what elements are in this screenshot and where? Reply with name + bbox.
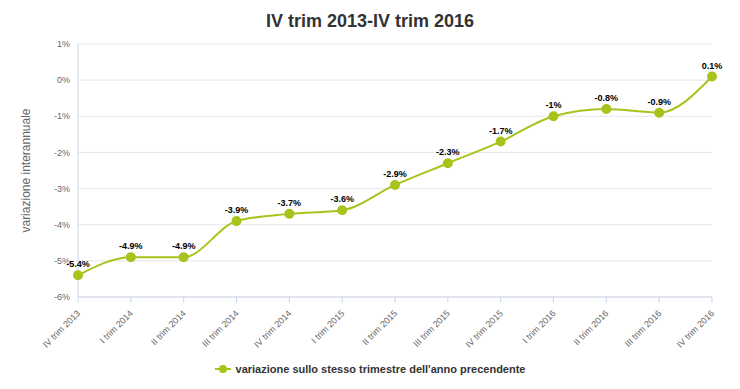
- svg-text:-2.9%: -2.9%: [383, 169, 407, 179]
- svg-text:III trim 2015: III trim 2015: [411, 308, 452, 349]
- svg-text:variazione interannuale: variazione interannuale: [19, 108, 33, 232]
- svg-text:-3.9%: -3.9%: [225, 205, 249, 215]
- svg-text:-4.9%: -4.9%: [119, 241, 143, 251]
- svg-text:-3%: -3%: [54, 184, 70, 194]
- svg-text:-2%: -2%: [54, 148, 70, 158]
- html-text:variazione sullo stesso trimes: variazione sullo stesso trimestre dell'a…: [235, 363, 526, 375]
- svg-text:II trim 2016: II trim 2016: [572, 308, 611, 347]
- svg-text:-5%: -5%: [54, 256, 70, 267]
- svg-text:III trim 2014: III trim 2014: [200, 308, 241, 349]
- svg-text:-0.8%: -0.8%: [595, 93, 619, 103]
- svg-text:-1.7%: -1.7%: [489, 126, 513, 136]
- svg-text:I trim 2016: I trim 2016: [521, 308, 558, 345]
- svg-text:I trim 2015: I trim 2015: [309, 308, 346, 345]
- svg-text:-4.9%: -4.9%: [172, 241, 196, 251]
- svg-text:IV trim 2014: IV trim 2014: [252, 308, 293, 349]
- svg-text:II trim 2014: II trim 2014: [149, 308, 188, 347]
- svg-text:IV trim 2016: IV trim 2016: [675, 308, 716, 349]
- svg-text:IV trim 2013: IV trim 2013: [41, 308, 82, 349]
- svg-text:-1%: -1%: [54, 111, 70, 121]
- svg-text:-0.9%: -0.9%: [647, 97, 671, 107]
- svg-text:-2.3%: -2.3%: [436, 147, 460, 157]
- svg-text:0%: 0%: [57, 75, 70, 85]
- svg-text:-3.7%: -3.7%: [278, 198, 302, 208]
- html-text:IV trim 2013-IV trim 2016: IV trim 2013-IV trim 2016: [265, 11, 474, 31]
- svg-text:1%: 1%: [57, 39, 70, 49]
- svg-text:0.1%: 0.1%: [702, 61, 723, 71]
- svg-text:-6%: -6%: [54, 292, 70, 302]
- svg-text:IV trim 2015: IV trim 2015: [464, 308, 505, 349]
- svg-text:I trim 2014: I trim 2014: [98, 308, 135, 345]
- svg-text:-1%: -1%: [545, 100, 561, 110]
- svg-text:-5.4%: -5.4%: [66, 259, 90, 269]
- svg-text:II trim 2015: II trim 2015: [360, 308, 399, 347]
- svg-text:III trim 2016: III trim 2016: [623, 308, 664, 349]
- svg-text:-3.6%: -3.6%: [330, 194, 354, 204]
- svg-text:-4%: -4%: [54, 220, 70, 230]
